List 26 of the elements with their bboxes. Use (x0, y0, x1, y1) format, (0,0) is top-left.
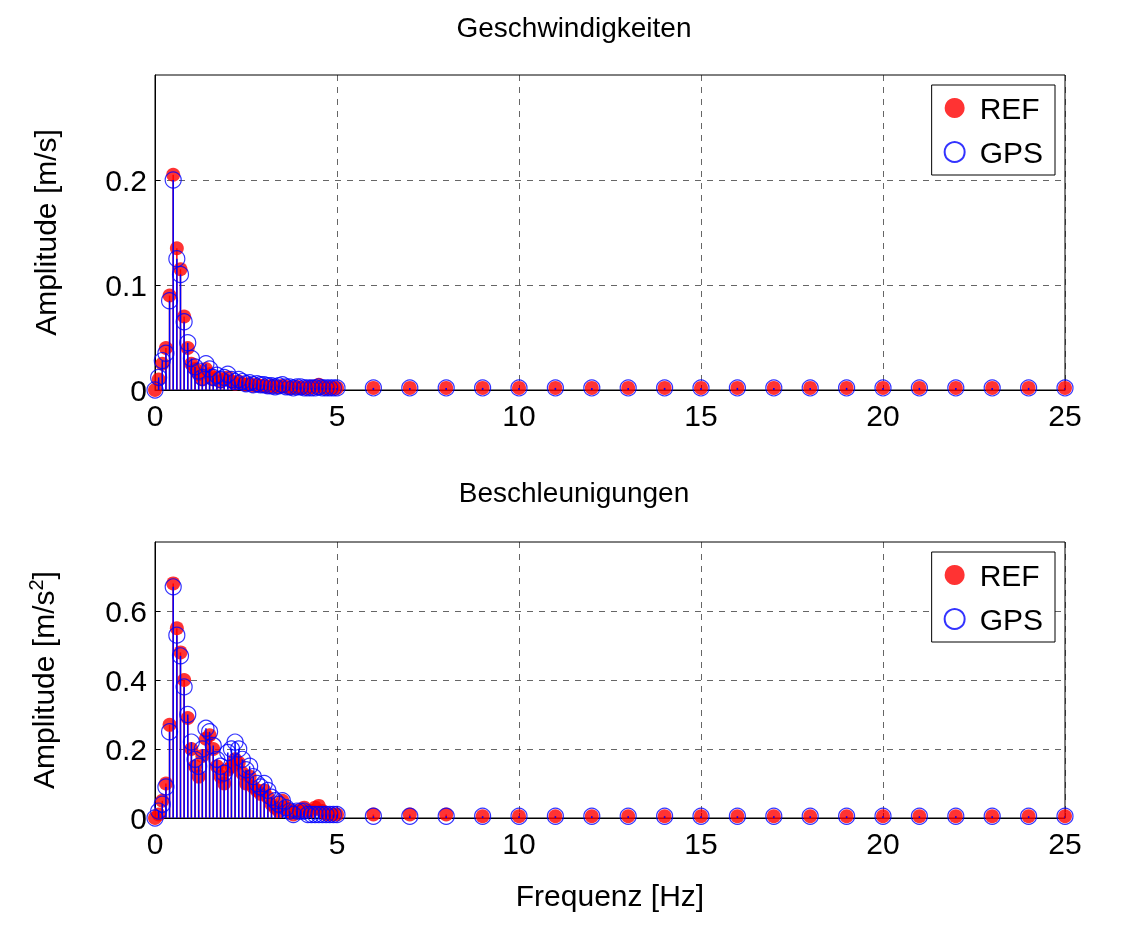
y-tick-label: 0.2 (105, 163, 147, 197)
x-tick-label: 15 (684, 826, 718, 860)
x-tick-label: 5 (328, 398, 346, 432)
y-tick-label: 0 (130, 801, 147, 835)
chart-title: Geschwindigkeiten (456, 11, 692, 43)
y-axis-title: Amplitude [m/s2] (25, 571, 60, 789)
x-axis-title: Frequenz [Hz] (515, 878, 705, 912)
y-axis-title: Amplitude [m/s] (28, 129, 62, 336)
x-tick-label: 15 (684, 398, 718, 432)
x-tick-label: 25 (1048, 398, 1082, 432)
y-tick-label: 0.1 (105, 268, 147, 302)
x-tick-label: 10 (502, 398, 536, 432)
chart-title: Beschleunigungen (458, 476, 690, 508)
legend-label: GPS (979, 602, 1043, 636)
y-tick-label: 0.4 (105, 663, 147, 697)
legend-label: REF (979, 91, 1040, 125)
x-tick-label: 5 (328, 826, 346, 860)
y-tick-label: 0.2 (105, 732, 147, 766)
x-tick-label: 10 (502, 826, 536, 860)
y-tick-label: 0 (130, 373, 147, 407)
legend-label: REF (979, 558, 1040, 592)
y-tick-label: 0.6 (105, 594, 147, 628)
legend-label: GPS (979, 135, 1043, 169)
x-tick-label: 20 (866, 398, 900, 432)
x-tick-label: 25 (1048, 826, 1082, 860)
x-tick-label: 20 (866, 826, 900, 860)
